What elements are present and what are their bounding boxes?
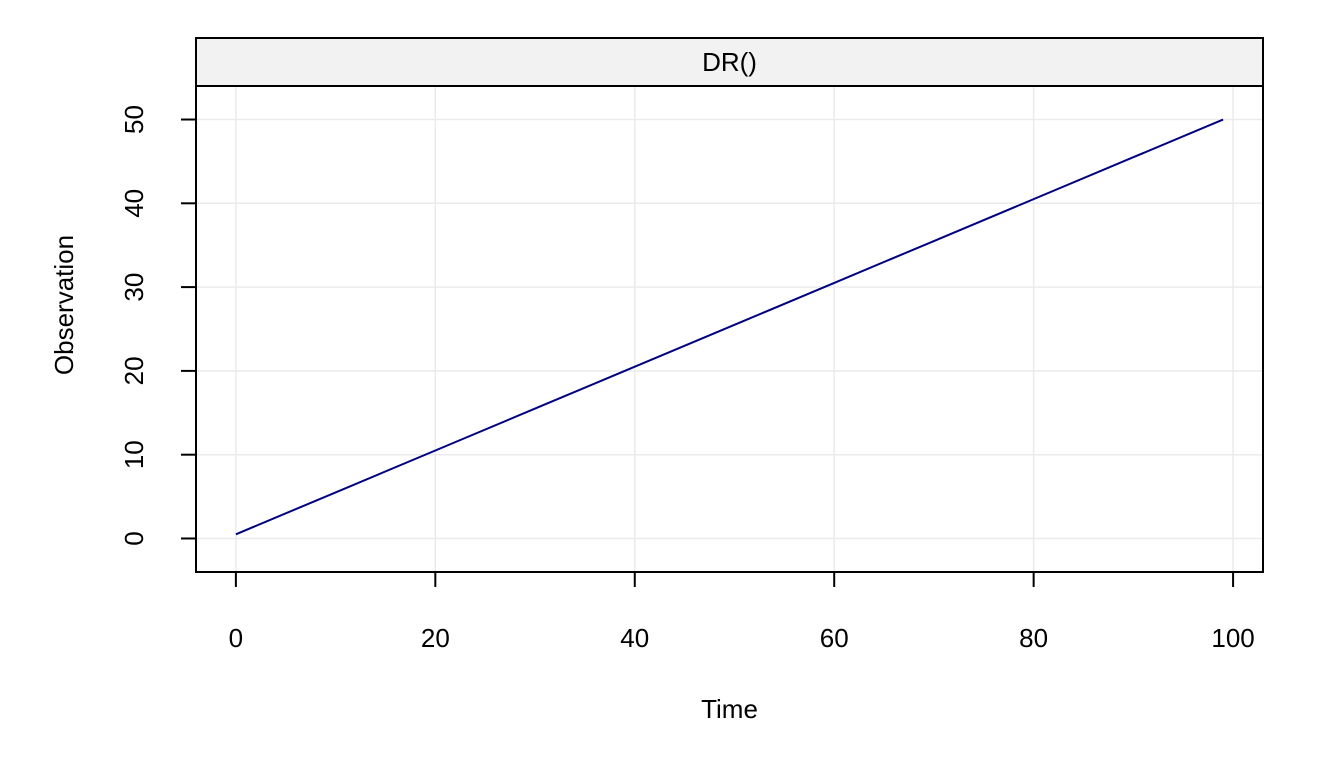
y-tick-label-4: 40 — [119, 189, 149, 218]
series-line-0 — [235, 118, 1224, 536]
y-tick-label-1: 10 — [119, 440, 149, 469]
y-tick-label-3: 30 — [119, 273, 149, 302]
series-layer — [235, 118, 1224, 536]
x-tick-label-4: 80 — [1019, 623, 1048, 653]
y-tick-label-5: 50 — [119, 105, 149, 134]
x-tick-label-1: 20 — [421, 623, 450, 653]
x-tick-label-3: 60 — [820, 623, 849, 653]
x-tick-label-5: 100 — [1211, 623, 1254, 653]
x-axis-title: Time — [701, 694, 758, 724]
panel-border — [195, 85, 1264, 573]
x-axis: 0 20 40 60 80 100 — [229, 571, 1255, 653]
y-tick-label-2: 20 — [119, 356, 149, 385]
strip-header — [195, 37, 1264, 87]
y-axis: 0 10 20 30 40 50 — [119, 105, 197, 546]
x-tick-label-0: 0 — [229, 623, 243, 653]
strip-title: DR() — [702, 47, 757, 77]
x-tick-label-2: 40 — [620, 623, 649, 653]
grid-layer — [196, 86, 1263, 572]
y-axis-title: Observation — [49, 235, 79, 375]
y-tick-label-0: 0 — [119, 531, 149, 545]
